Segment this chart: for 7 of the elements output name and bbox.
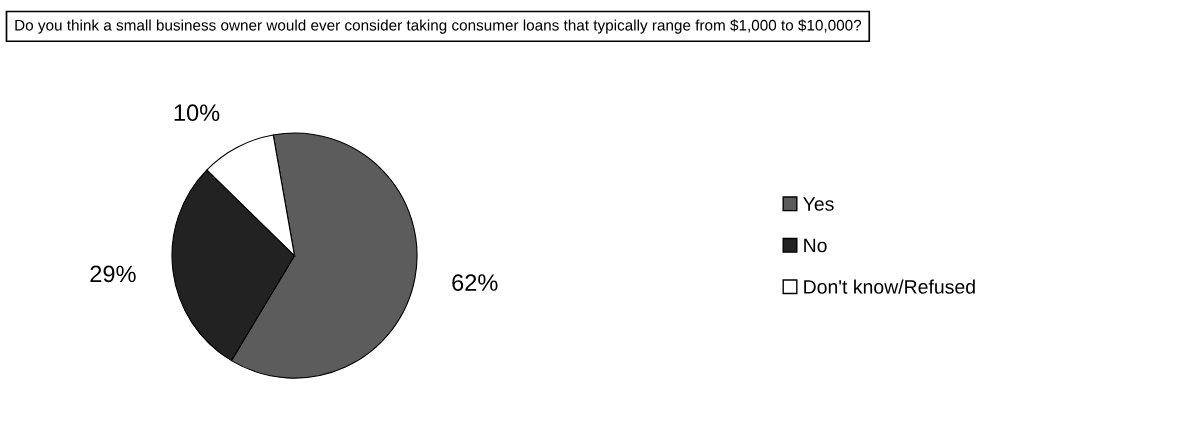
- data-label: 29%: [90, 265, 136, 283]
- data-label: 10%: [174, 104, 220, 122]
- legend-label: No: [804, 238, 827, 253]
- chart-title: Do you think a small business owner would ever consider taking consumer loans that typically range from $1,000 to $10,000?: [15, 19, 862, 34]
- legend-label: Don't know/Refused: [804, 279, 975, 294]
- data-label: 62%: [452, 274, 498, 291]
- legend-label: Yes: [803, 197, 834, 211]
